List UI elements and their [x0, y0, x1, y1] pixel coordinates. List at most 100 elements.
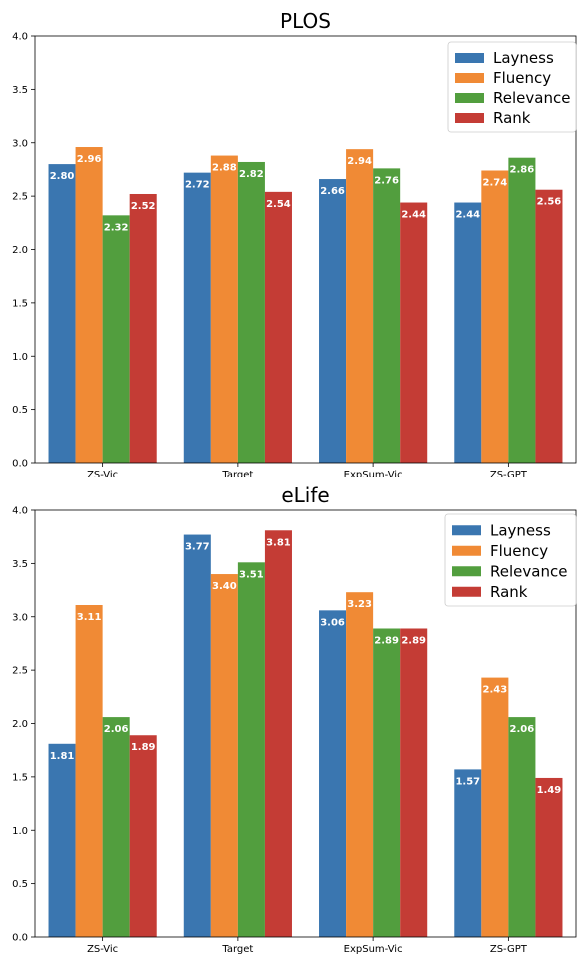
elife-y-tick-label: 4.0 [12, 506, 28, 517]
plos-bar-relevance-zs-vic [102, 215, 130, 463]
plos-x-tick-label: ZS-Vic [87, 470, 118, 477]
plos-data-label: 2.32 [104, 222, 129, 233]
plos-legend-label-fluency: Fluency [493, 69, 551, 87]
plos-data-label: 2.88 [212, 163, 237, 174]
elife-bar-fluency-target [210, 574, 238, 937]
plos-chart-title: PLOS [280, 9, 331, 33]
elife-legend-label-rank: Rank [490, 583, 528, 601]
plos-data-label: 2.82 [239, 169, 264, 180]
plos-bar-fluency-target [210, 155, 238, 463]
plos-bar-layness-target [183, 172, 211, 463]
elife-data-label: 1.49 [537, 785, 562, 796]
plos-bar-relevance-target [237, 161, 265, 463]
elife-x-tick-label: Target [221, 944, 253, 954]
elife-data-label: 1.57 [455, 776, 480, 787]
elife-chart: eLife 1.81 3.77 3.06 1.57 3.11 3.40 3.23 2.43 2.0… [12, 483, 577, 954]
elife-bar-layness-expsum-vic [319, 610, 347, 937]
plos-data-label: 2.54 [266, 199, 291, 210]
plos-bar-layness-zs-gpt [454, 202, 482, 463]
plos-bar-rank-target [264, 191, 292, 464]
plos-data-label: 2.44 [455, 210, 480, 221]
plos-data-label: 2.52 [131, 201, 156, 212]
elife-bar-fluency-expsum-vic [346, 592, 374, 937]
elife-data-label: 3.81 [266, 537, 291, 548]
plos-data-label: 2.72 [185, 180, 210, 191]
elife-bar-rank-expsum-vic [400, 628, 428, 937]
elife-bar-fluency-zs-gpt [481, 677, 509, 937]
elife-data-label: 2.89 [401, 635, 426, 646]
plos-legend-label-rank: Rank [493, 109, 531, 127]
plos-y-tick-label: 3.5 [12, 85, 28, 96]
elife-chart-title: eLife [281, 483, 329, 507]
plos-data-label: 2.86 [510, 165, 535, 176]
elife-legend-label-relevance: Relevance [490, 562, 567, 580]
plos-legend-label-relevance: Relevance [493, 89, 570, 107]
plos-bar-layness-expsum-vic [319, 179, 347, 464]
plos-data-label: 2.56 [537, 197, 562, 208]
plos-legend-swatch-relevance [455, 93, 484, 103]
elife-y-tick-label: 3.5 [12, 559, 28, 570]
elife-legend-swatch-rank [452, 586, 481, 597]
elife-legend-label-layness: Layness [490, 521, 551, 539]
plos-legend-swatch-layness [455, 53, 484, 63]
plos-bar-rank-expsum-vic [400, 202, 428, 463]
plos-y-tick-label: 2.5 [12, 192, 28, 203]
plos-legend-label-layness: Layness [493, 49, 554, 67]
elife-legend-swatch-layness [452, 525, 481, 536]
plos-bar-fluency-zs-vic [75, 147, 103, 463]
elife-bar-relevance-zs-vic [102, 717, 130, 937]
plos-y-tick-label: 0.0 [12, 459, 28, 470]
plos-legend-swatch-rank [455, 113, 484, 123]
elife-bar-rank-target [264, 530, 292, 937]
plos-bar-relevance-zs-gpt [508, 157, 536, 463]
plos-data-label: 2.44 [401, 210, 426, 221]
elife-data-label: 3.40 [212, 581, 237, 592]
plos-data-label: 2.94 [347, 156, 372, 167]
elife-y-tick-label: 2.0 [12, 719, 28, 730]
elife-legend-label-fluency: Fluency [490, 542, 548, 560]
elife-legend-swatch-fluency [452, 545, 481, 556]
plos-y-tick-label: 3.0 [12, 138, 28, 149]
plos-y-tick-label: 0.5 [12, 405, 28, 416]
elife-data-label: 3.51 [239, 569, 264, 580]
elife-data-label: 3.11 [77, 612, 102, 623]
elife-y-tick-label: 2.5 [12, 666, 28, 677]
plos-data-label: 2.96 [77, 154, 102, 165]
elife-x-tick-label: ZS-GPT [490, 944, 528, 954]
plos-chart: PLOS 2.80 2.72 2.66 2.44 2.96 2.88 2.94 2.74 2.32… [12, 9, 577, 477]
plos-bar-rank-zs-vic [129, 193, 157, 464]
plos-data-label: 2.80 [50, 171, 75, 182]
elife-data-label: 1.89 [131, 742, 156, 753]
plos-data-label: 2.74 [483, 178, 508, 189]
plos-y-tick-label: 4.0 [12, 32, 28, 43]
elife-x-tick-label: ExpSum-Vic [344, 944, 403, 954]
elife-data-label: 2.06 [104, 724, 129, 735]
plos-legend-swatch-fluency [455, 73, 484, 83]
elife-y-tick-label: 3.0 [12, 612, 28, 623]
plos-y-tick-label: 1.0 [12, 352, 28, 363]
plos-y-tick-label: 1.5 [12, 298, 28, 309]
plos-bar-relevance-expsum-vic [373, 168, 401, 463]
elife-bar-layness-zs-vic [48, 743, 76, 937]
elife-data-label: 2.06 [510, 724, 535, 735]
elife-data-label: 2.43 [483, 685, 508, 696]
plos-bar-fluency-expsum-vic [346, 149, 374, 463]
elife-data-label: 3.77 [185, 542, 210, 553]
plos-data-label: 2.66 [320, 186, 345, 197]
plos-data-label: 2.76 [374, 175, 399, 186]
elife-bar-layness-zs-gpt [454, 769, 482, 937]
plos-x-tick-label: ExpSum-Vic [344, 470, 403, 477]
elife-bar-rank-zs-vic [129, 735, 157, 937]
elife-bar-relevance-target [237, 562, 265, 937]
elife-x-tick-label: ZS-Vic [87, 944, 118, 954]
elife-data-label: 2.89 [374, 635, 399, 646]
elife-data-label: 3.06 [320, 617, 345, 628]
elife-data-label: 3.23 [347, 599, 372, 610]
elife-y-tick-label: 1.0 [12, 826, 28, 837]
elife-legend [444, 513, 577, 607]
elife-bar-relevance-expsum-vic [373, 628, 401, 937]
elife-bar-layness-target [183, 534, 211, 937]
elife-y-tick-label: 0.0 [12, 933, 28, 944]
elife-y-tick-label: 0.5 [12, 879, 28, 890]
